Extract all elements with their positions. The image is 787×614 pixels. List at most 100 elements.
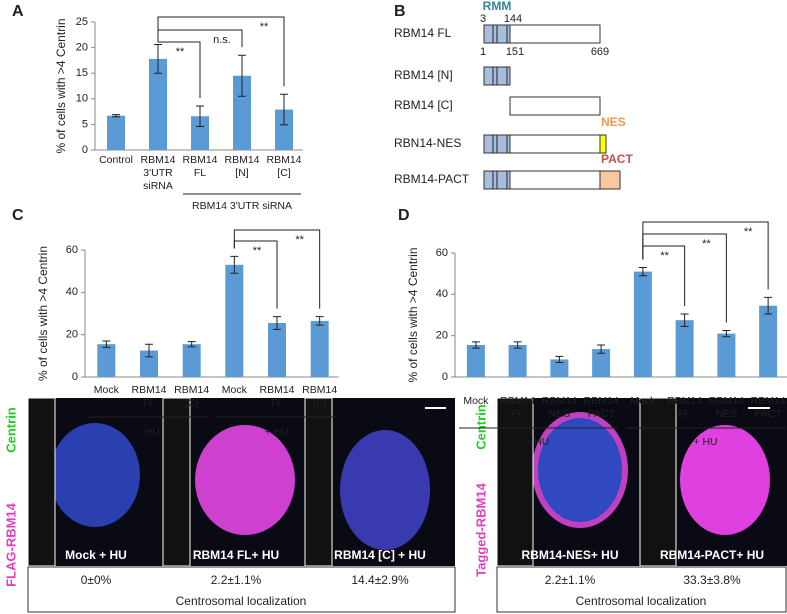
x-tick-label: RBM14 FL (131, 384, 166, 409)
x-tick-label: Mock (94, 384, 120, 396)
result-box (496, 566, 787, 613)
y-tick-label: 0 (82, 144, 88, 156)
image-label: RBM14-NES+ HU (521, 548, 618, 562)
group-label: RBM14 3'UTR siRNA (192, 200, 292, 212)
significance-label: ** (702, 238, 711, 250)
significance-bracket (233, 240, 278, 309)
image-label: RBM14 [C] + HU (334, 548, 426, 562)
error-bar (315, 316, 324, 326)
panel-label: A (12, 3, 24, 20)
error-bar (764, 296, 773, 315)
x-tick-label: Mock (463, 395, 489, 407)
tag-label: NES (601, 115, 626, 129)
x-tick-label: RBM14 [N] (224, 154, 259, 179)
position: 151 (506, 46, 524, 58)
error-bar (230, 255, 239, 274)
position: 3 (480, 13, 486, 25)
x-tick-label: RBM14 NES (542, 395, 577, 420)
panel-label: B (394, 3, 406, 20)
error-bar (722, 330, 731, 338)
y-tick-label: 10 (76, 93, 88, 105)
row-label: RBN14-NES (394, 136, 461, 150)
error-bar (196, 105, 204, 127)
bar (182, 344, 201, 377)
panel-label: C (12, 207, 24, 224)
stain-label: FLAG-RBM14 (3, 502, 18, 587)
bar (149, 58, 167, 150)
y-tick-label: 20 (66, 329, 78, 341)
bar (550, 359, 569, 377)
y-tick-label: 60 (436, 247, 448, 259)
bar (140, 350, 158, 377)
result: 33.3±3.8% (683, 573, 741, 587)
x-tick-label: RBM14 PACT (751, 395, 786, 420)
error-bar (112, 114, 120, 118)
significance-label: ** (253, 245, 262, 257)
result-box (27, 566, 456, 613)
significance-label: ** (295, 234, 304, 246)
image-label: RBM14 FL+ HU (193, 548, 279, 562)
y-axis-label: % of cells with >4 Centrin (406, 247, 420, 382)
microscopy-left: FLAG-RBM14 Centrin Mock + HU RBM14 FL+ H… (3, 397, 456, 613)
error-bar (154, 44, 162, 74)
bar (592, 349, 611, 377)
bar (268, 323, 286, 377)
error-bar (273, 316, 281, 330)
x-tick-label: RBM14 FL (667, 395, 702, 420)
error-bar (597, 344, 606, 354)
x-tick-label: RBM14 [C] (302, 384, 337, 409)
significance-label: ** (744, 226, 753, 238)
nucleus (680, 425, 770, 535)
position: 1 (480, 46, 486, 58)
row-label: RBM14 FL (394, 26, 452, 40)
y-tick-label: 25 (76, 16, 88, 28)
nucleus (532, 412, 628, 528)
insets (639, 397, 677, 567)
significance-bracket (233, 229, 321, 309)
protein (509, 96, 601, 116)
domain-label: RMM (483, 0, 512, 13)
error-bar (145, 343, 153, 358)
y-axis-label: % of cells with >4 Centrin (54, 18, 68, 153)
bar (97, 344, 116, 377)
result: 0±0% (81, 573, 112, 587)
bar (233, 75, 251, 150)
bar (310, 320, 329, 377)
insets (162, 397, 191, 567)
result: 14.4±2.9% (351, 573, 409, 587)
x-tick-label: RBM14 3'UTR siRNA (140, 154, 175, 192)
microscopy-right: Tagged-RBM14 Centrin RBM14-NES+ HU RBM14… (473, 397, 787, 613)
result: 2.2±1.1% (211, 573, 262, 587)
nucleus (340, 430, 430, 550)
error-bar (513, 341, 522, 349)
stain-label: Centrin (3, 407, 18, 453)
x-tick-label: Control (99, 154, 133, 166)
error-bar (187, 341, 196, 348)
nes (599, 134, 607, 154)
group-label: + HU (693, 436, 717, 448)
x-tick-label: RBM14 FL (259, 384, 294, 409)
bar (717, 333, 736, 377)
bar (633, 271, 652, 377)
x-tick-label: RBM14 [C] (266, 154, 301, 179)
error-bar (638, 266, 647, 277)
image-label: Mock + HU (65, 548, 127, 562)
insets (27, 397, 56, 567)
domain-diagram: RMM 3 144 1 151 669 RBM14 FL RBM14 [N] R… (394, 0, 633, 190)
row-label: RBM14 [C] (394, 98, 453, 112)
y-axis-label: % of cells with >4 Centrin (36, 246, 50, 381)
significance-label: ** (260, 21, 269, 33)
x-tick-label: Mock (630, 395, 656, 407)
significance-label: n.s. (213, 34, 231, 46)
error-bar (680, 313, 689, 327)
y-tick-label: 20 (436, 330, 448, 342)
group-label: - HU (528, 436, 550, 448)
bar (107, 115, 125, 150)
stain-label: Tagged-RBM14 (473, 482, 488, 576)
insets (304, 397, 333, 567)
bar (759, 305, 778, 377)
error-bar (102, 340, 111, 348)
result: 2.2±1.1% (545, 573, 596, 587)
y-tick-label: 15 (76, 67, 88, 79)
